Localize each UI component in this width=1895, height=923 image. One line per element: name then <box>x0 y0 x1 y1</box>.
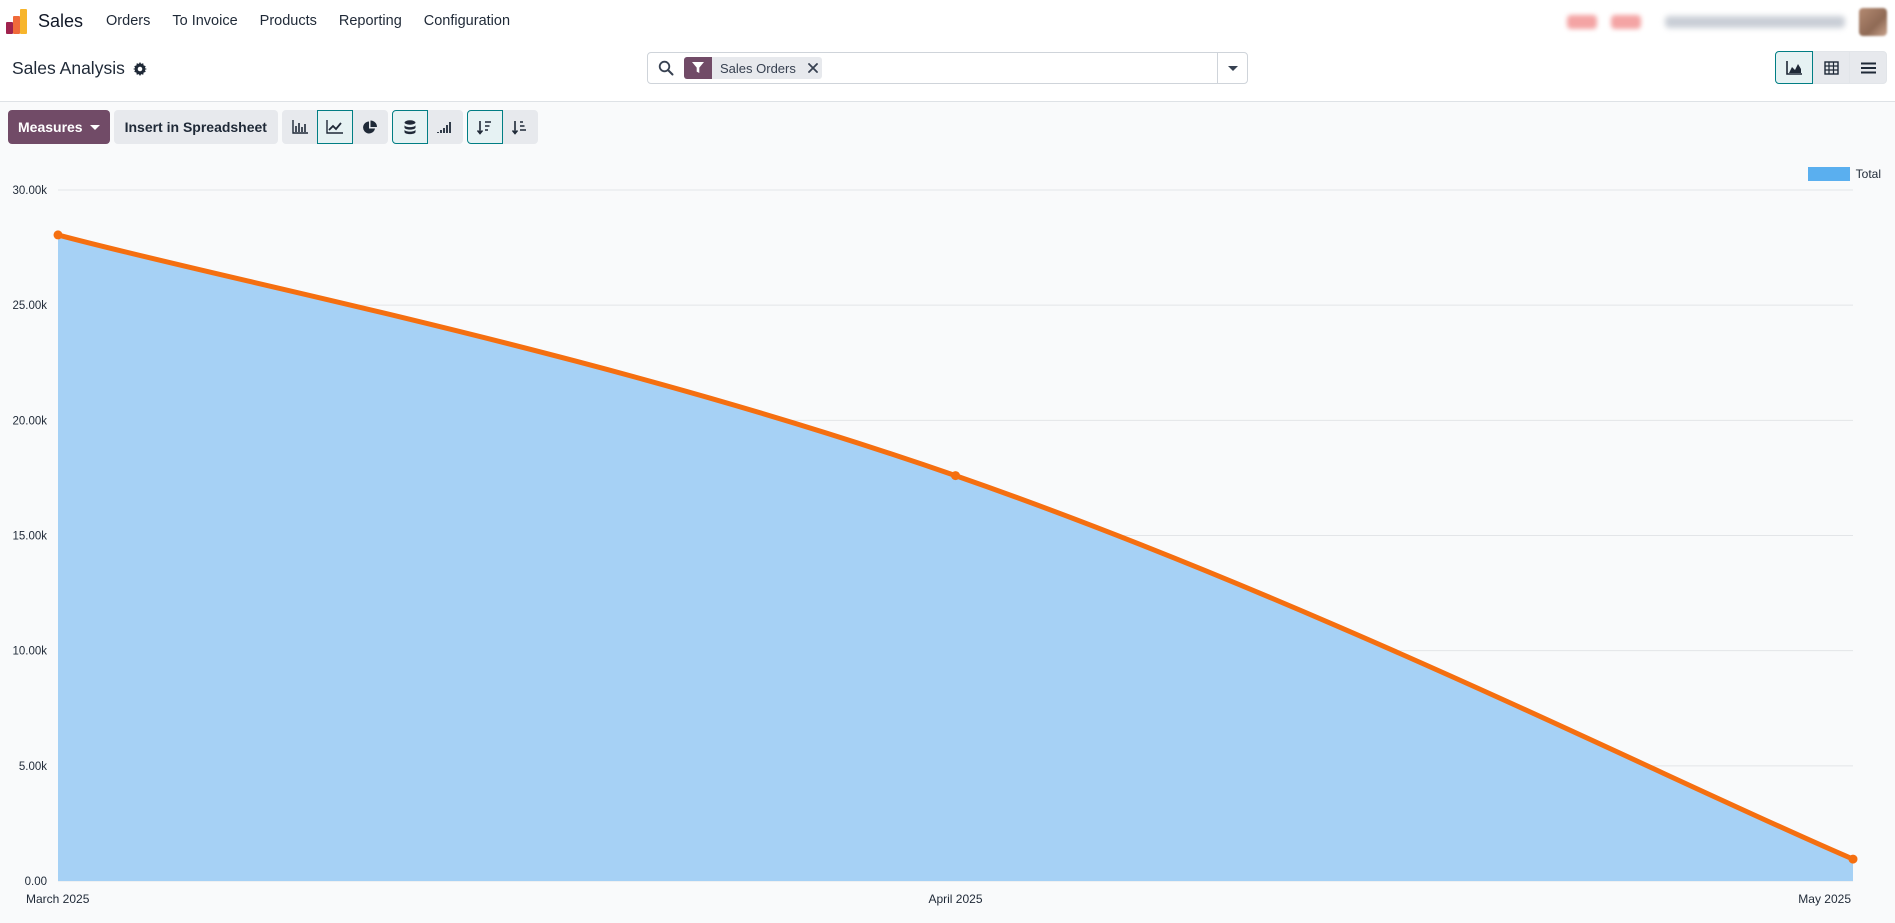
pie-chart-icon <box>363 120 378 133</box>
cumulative-icon <box>437 121 452 133</box>
y-tick-label: 10.00k <box>12 646 47 658</box>
menu-orders[interactable]: Orders <box>106 13 151 29</box>
graph-view-button[interactable] <box>1775 51 1813 84</box>
systray-messages-icon[interactable] <box>1611 15 1641 29</box>
x-tick-label: April 2025 <box>928 892 982 906</box>
line-chart-icon <box>326 120 344 134</box>
search-options-toggle[interactable] <box>1217 53 1247 83</box>
menu-products[interactable]: Products <box>259 13 317 29</box>
graph-chart: 0.00 5.00k 10.00k 15.00k 20.00k 25.00k 30.00k M… <box>0 150 1895 923</box>
menu-configuration[interactable]: Configuration <box>423 13 511 29</box>
legend-swatch <box>1807 167 1850 181</box>
chevron-down-icon <box>89 124 100 130</box>
sort-ascending-button[interactable] <box>501 110 538 144</box>
sales-app-icon[interactable] <box>6 8 30 34</box>
bar-chart-icon <box>292 120 308 134</box>
gear-icon[interactable] <box>132 61 147 76</box>
page-title: Sales Analysis <box>12 58 125 78</box>
data-point <box>53 230 63 240</box>
y-tick-label: 30.00k <box>12 185 47 197</box>
main-menu: Orders To Invoice Products Reporting Con… <box>95 13 521 29</box>
close-icon[interactable] <box>804 57 822 79</box>
pivot-view-icon <box>1823 60 1839 75</box>
bar-chart-button[interactable] <box>281 110 318 144</box>
search-icon[interactable] <box>658 60 674 76</box>
sort-group <box>466 110 538 144</box>
caret-down-icon <box>1227 65 1238 71</box>
systray-activity-icon[interactable] <box>1567 15 1597 29</box>
sort-descending-icon <box>477 120 492 135</box>
systray <box>1567 8 1887 36</box>
graph-view-icon <box>1786 60 1802 75</box>
search-bar: Sales Orders <box>647 52 1248 84</box>
top-navbar: Sales Orders To Invoice Products Reporti… <box>0 0 1895 42</box>
company-switcher[interactable] <box>1665 16 1845 28</box>
user-avatar[interactable] <box>1859 8 1887 36</box>
stacked-icon <box>404 119 416 134</box>
filter-icon <box>684 57 712 79</box>
y-tick-label: 20.00k <box>12 415 47 427</box>
breadcrumb: Sales Analysis <box>12 58 147 79</box>
y-tick-label: 25.00k <box>12 300 47 312</box>
list-view-icon <box>1860 62 1876 73</box>
y-tick-label: 5.00k <box>19 761 47 773</box>
sort-ascending-icon <box>512 120 527 135</box>
chart-legend[interactable]: Total <box>1807 167 1881 181</box>
line-chart-button[interactable] <box>316 110 353 144</box>
pie-chart-button[interactable] <box>351 110 388 144</box>
x-tick-label: March 2025 <box>26 892 90 906</box>
search-facet: Sales Orders <box>684 57 822 79</box>
app-name[interactable]: Sales <box>38 10 84 31</box>
graph-toolbar: Measures Insert in Spreadsheet <box>8 110 538 144</box>
menu-reporting[interactable]: Reporting <box>338 13 402 29</box>
chart-options-group <box>391 110 463 144</box>
area-fill <box>58 234 1853 881</box>
pivot-view-button[interactable] <box>1812 51 1850 84</box>
control-panel: Sales Analysis Sales Orders <box>0 42 1895 102</box>
search-input[interactable] <box>827 54 1217 82</box>
data-point <box>1848 854 1858 864</box>
insert-in-spreadsheet-button[interactable]: Insert in Spreadsheet <box>113 110 278 144</box>
stacked-button[interactable] <box>391 110 428 144</box>
chart-type-group <box>281 110 388 144</box>
y-tick-label: 15.00k <box>12 531 47 543</box>
sort-descending-button[interactable] <box>466 110 503 144</box>
view-switcher <box>1775 51 1887 84</box>
legend-label: Total <box>1855 167 1881 181</box>
measures-label: Measures <box>18 119 83 135</box>
area-chart: 0.00 5.00k 10.00k 15.00k 20.00k 25.00k 30.00k M… <box>12 185 1858 906</box>
data-point <box>951 471 960 481</box>
cumulative-button[interactable] <box>426 110 463 144</box>
measures-button[interactable]: Measures <box>8 110 110 144</box>
menu-to-invoice[interactable]: To Invoice <box>172 13 238 29</box>
x-tick-label: May 2025 <box>1798 892 1851 906</box>
facet-label: Sales Orders <box>720 60 796 76</box>
list-view-button[interactable] <box>1849 51 1887 84</box>
y-tick-label: 0.00 <box>25 876 47 888</box>
